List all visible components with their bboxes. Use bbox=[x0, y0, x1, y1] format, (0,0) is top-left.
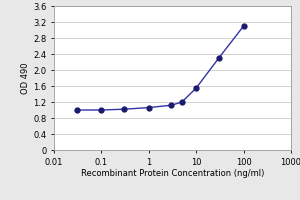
Y-axis label: OD 490: OD 490 bbox=[21, 62, 30, 94]
X-axis label: Recombinant Protein Concentration (ng/ml): Recombinant Protein Concentration (ng/ml… bbox=[81, 169, 264, 178]
